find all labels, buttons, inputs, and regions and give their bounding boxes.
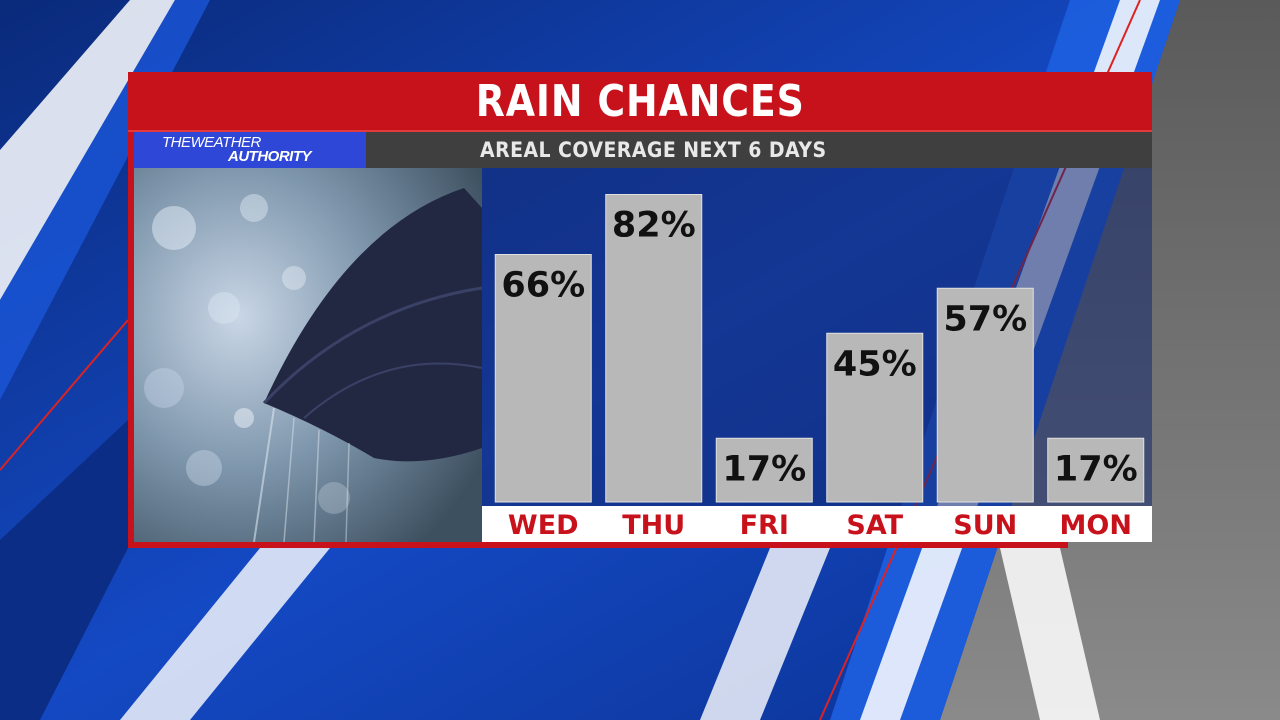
frame-left-accent — [128, 72, 134, 548]
bar-wed — [494, 254, 592, 503]
day-label-sun: SUN — [953, 510, 1017, 541]
value-label-thu: 82% — [612, 206, 696, 246]
day-label-thu: THU — [622, 510, 685, 541]
umbrella-in-rain-icon — [134, 168, 482, 542]
day-label-fri: FRI — [740, 510, 789, 541]
value-label-fri: 17% — [722, 449, 806, 489]
day-label-wed: WED — [508, 510, 579, 541]
bar-mon — [1047, 437, 1145, 503]
value-label-mon: 17% — [1054, 449, 1138, 489]
frame-bottom-accent — [128, 542, 1068, 548]
logo-line-1: THEWEATHER — [162, 134, 261, 151]
day-label-sat: SAT — [846, 510, 903, 541]
bar-fri — [715, 437, 813, 503]
weather-authority-logo: THEWEATHER AUTHORITY — [134, 132, 366, 168]
title-bar: RAIN CHANCES — [128, 72, 1152, 132]
bar-thu — [605, 194, 703, 503]
day-label-strip — [482, 506, 1152, 542]
value-label-sun: 57% — [943, 299, 1027, 339]
day-label-mon: MON — [1060, 510, 1132, 541]
chart-plot-area — [482, 168, 1152, 506]
value-label-wed: 66% — [501, 266, 585, 306]
page-title: RAIN CHANCES — [475, 75, 805, 127]
bar-sat — [826, 332, 924, 503]
bar-sun — [936, 287, 1034, 503]
value-label-sat: 45% — [833, 344, 917, 384]
logo-line-2: AUTHORITY — [228, 148, 312, 165]
chart-subtitle: AREAL COVERAGE NEXT 6 DAYS — [480, 138, 827, 162]
umbrella-rain-photo — [134, 168, 482, 542]
